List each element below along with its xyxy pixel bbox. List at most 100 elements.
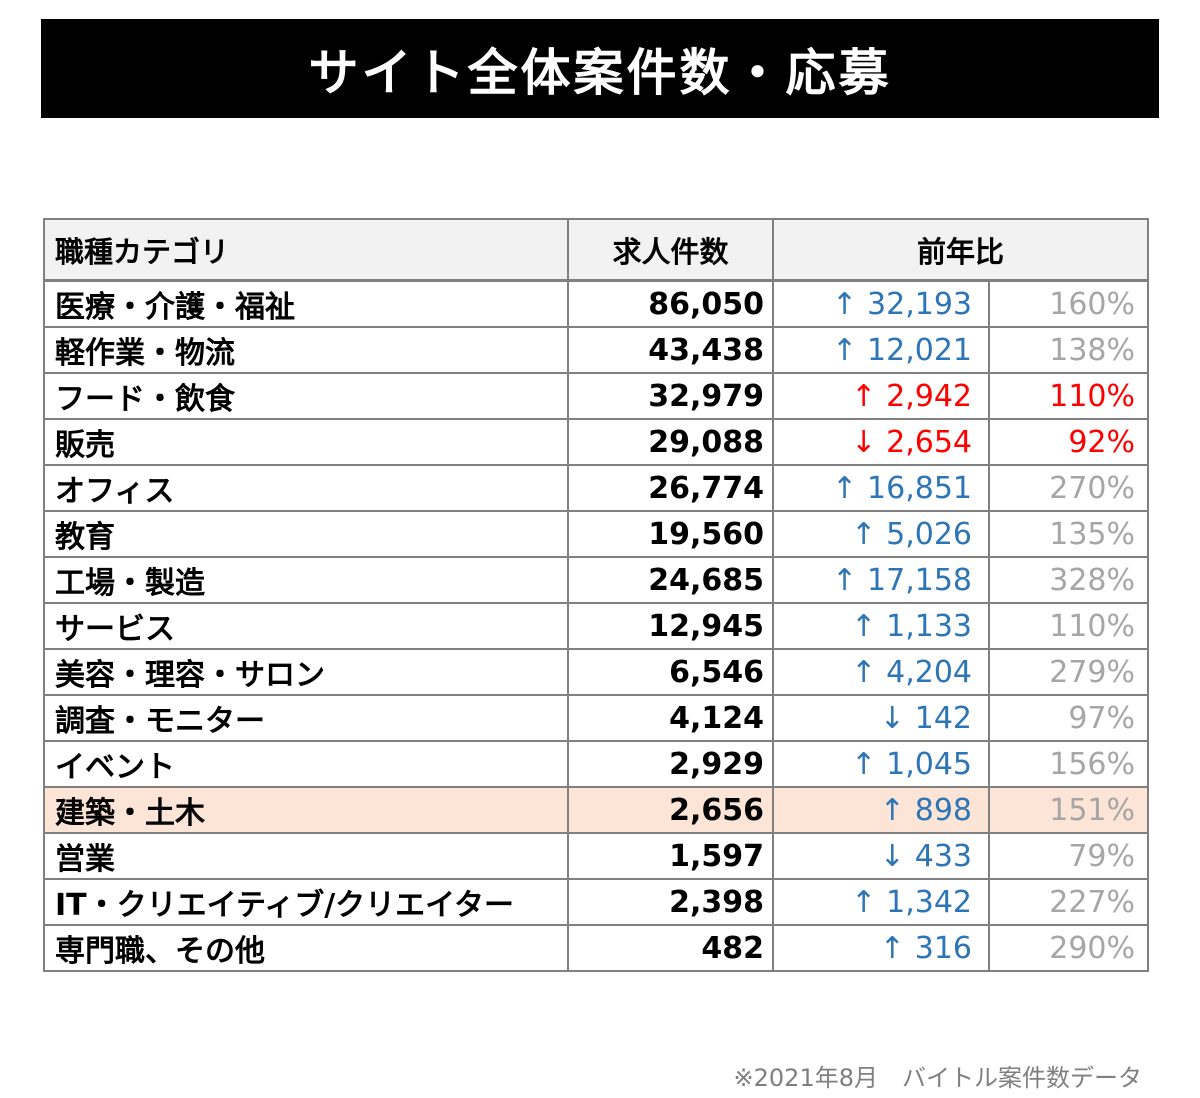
count-cell: 1,597 [567, 832, 774, 880]
yoy-percent-cell: 79% [987, 832, 1150, 880]
category-cell: オフィス [43, 464, 569, 512]
table-row: IT・クリエイティブ/クリエイター 2,398 ↑ 1,342 227% [43, 878, 1150, 926]
yoy-diff-cell: ↓ 142 [772, 694, 990, 742]
table-row: イベント 2,929 ↑ 1,045 156% [43, 740, 1150, 788]
category-cell: 工場・製造 [43, 556, 569, 604]
count-cell: 6,546 [567, 648, 774, 696]
category-cell: 軽作業・物流 [43, 326, 569, 374]
up-arrow-icon: ↑ [879, 930, 905, 966]
header-yoy: 前年比 [771, 218, 1150, 282]
yoy-percent-cell: 328% [987, 556, 1150, 604]
table-row: 調査・モニター 4,124 ↓ 142 97% [43, 694, 1150, 742]
yoy-diff-value: 2,942 [886, 378, 972, 414]
up-arrow-icon: ↑ [831, 332, 858, 368]
table-row: 医療・介護・福祉 86,050 ↑ 32,193 160% [43, 279, 1150, 328]
yoy-diff-value: 1,045 [886, 746, 972, 782]
yoy-percent-cell: 156% [987, 740, 1150, 788]
yoy-diff-value: 17,158 [867, 562, 972, 598]
table-row: 工場・製造 24,685 ↑ 17,158 328% [43, 556, 1150, 604]
count-cell: 26,774 [567, 464, 774, 512]
count-cell: 12,945 [567, 602, 774, 650]
table-row: 建築・土木 2,656 ↑ 898 151% [43, 786, 1150, 834]
up-arrow-icon: ↑ [831, 470, 858, 506]
count-cell: 86,050 [567, 279, 774, 328]
count-cell: 24,685 [567, 556, 774, 604]
up-arrow-icon: ↑ [850, 884, 877, 920]
yoy-percent-cell: 151% [987, 786, 1150, 834]
yoy-diff-value: 433 [914, 838, 972, 874]
count-cell: 29,088 [567, 418, 774, 466]
category-cell: 販売 [43, 418, 569, 466]
yoy-diff-cell: ↑ 17,158 [772, 556, 990, 604]
yoy-diff-value: 142 [914, 700, 972, 736]
yoy-diff-value: 316 [914, 930, 972, 966]
category-cell: 医療・介護・福祉 [43, 279, 569, 328]
yoy-diff-cell: ↑ 16,851 [772, 464, 990, 512]
table-header-row: 職種カテゴリ 求人件数 前年比 [43, 218, 1150, 282]
category-cell: IT・クリエイティブ/クリエイター [43, 878, 569, 926]
yoy-diff-cell: ↑ 316 [772, 924, 990, 972]
table-row: 営業 1,597 ↓ 433 79% [43, 832, 1150, 880]
yoy-diff-cell: ↓ 433 [772, 832, 990, 880]
footer-note: ※2021年8月 バイトル案件数データ [733, 1064, 1142, 1092]
category-cell: 教育 [43, 510, 569, 558]
yoy-percent-cell: 270% [987, 464, 1150, 512]
yoy-diff-cell: ↑ 898 [772, 786, 990, 834]
category-cell: 専門職、その他 [43, 924, 569, 972]
title-banner: サイト全体案件数・応募 [41, 19, 1159, 118]
table-row: 美容・理容・サロン 6,546 ↑ 4,204 279% [43, 648, 1150, 696]
count-cell: 19,560 [567, 510, 774, 558]
yoy-diff-value: 2,654 [886, 424, 972, 460]
count-cell: 32,979 [567, 372, 774, 420]
yoy-diff-cell: ↑ 1,133 [772, 602, 990, 650]
category-cell: イベント [43, 740, 569, 788]
yoy-diff-value: 12,021 [867, 332, 972, 368]
yoy-diff-cell: ↑ 12,021 [772, 326, 990, 374]
table-row: オフィス 26,774 ↑ 16,851 270% [43, 464, 1150, 512]
table-row: 教育 19,560 ↑ 5,026 135% [43, 510, 1150, 558]
yoy-percent-cell: 92% [987, 418, 1150, 466]
table-row: フード・飲食 32,979 ↑ 2,942 110% [43, 372, 1150, 420]
down-arrow-icon: ↓ [850, 424, 877, 460]
yoy-diff-value: 16,851 [867, 470, 972, 506]
up-arrow-icon: ↑ [879, 792, 905, 828]
category-cell: 調査・モニター [43, 694, 569, 742]
page-title: サイト全体案件数・応募 [308, 43, 892, 102]
category-cell: 美容・理容・サロン [43, 648, 569, 696]
down-arrow-icon: ↓ [879, 838, 905, 874]
yoy-diff-value: 32,193 [867, 286, 972, 322]
down-arrow-icon: ↓ [879, 700, 905, 736]
up-arrow-icon: ↑ [850, 608, 877, 644]
yoy-percent-cell: 135% [987, 510, 1150, 558]
yoy-percent-cell: 97% [987, 694, 1150, 742]
table-row: 専門職、その他 482 ↑ 316 290% [43, 924, 1150, 972]
yoy-percent-cell: 110% [987, 372, 1150, 420]
count-cell: 2,929 [567, 740, 774, 788]
yoy-diff-value: 898 [914, 792, 972, 828]
table-row: 軽作業・物流 43,438 ↑ 12,021 138% [43, 326, 1150, 374]
category-cell: 建築・土木 [43, 786, 569, 834]
yoy-diff-value: 1,133 [886, 608, 972, 644]
count-cell: 2,398 [567, 878, 774, 926]
jobs-table: 職種カテゴリ 求人件数 前年比 医療・介護・福祉 86,050 ↑ 32,193 160… [43, 218, 1150, 972]
yoy-percent-cell: 227% [987, 878, 1150, 926]
count-cell: 2,656 [567, 786, 774, 834]
yoy-diff-value: 5,026 [886, 516, 972, 552]
yoy-diff-cell: ↑ 5,026 [772, 510, 990, 558]
up-arrow-icon: ↑ [850, 516, 877, 552]
count-cell: 4,124 [567, 694, 774, 742]
up-arrow-icon: ↑ [850, 378, 877, 414]
category-cell: フード・飲食 [43, 372, 569, 420]
yoy-percent-cell: 160% [987, 279, 1150, 328]
count-cell: 482 [567, 924, 774, 972]
yoy-diff-cell: ↓ 2,654 [772, 418, 990, 466]
yoy-percent-cell: 290% [987, 924, 1150, 972]
category-cell: サービス [43, 602, 569, 650]
yoy-diff-cell: ↑ 1,045 [772, 740, 990, 788]
table-row: サービス 12,945 ↑ 1,133 110% [43, 602, 1150, 650]
yoy-diff-cell: ↑ 2,942 [772, 372, 990, 420]
yoy-diff-cell: ↑ 4,204 [772, 648, 990, 696]
yoy-diff-cell: ↑ 32,193 [772, 279, 990, 328]
up-arrow-icon: ↑ [850, 654, 877, 690]
